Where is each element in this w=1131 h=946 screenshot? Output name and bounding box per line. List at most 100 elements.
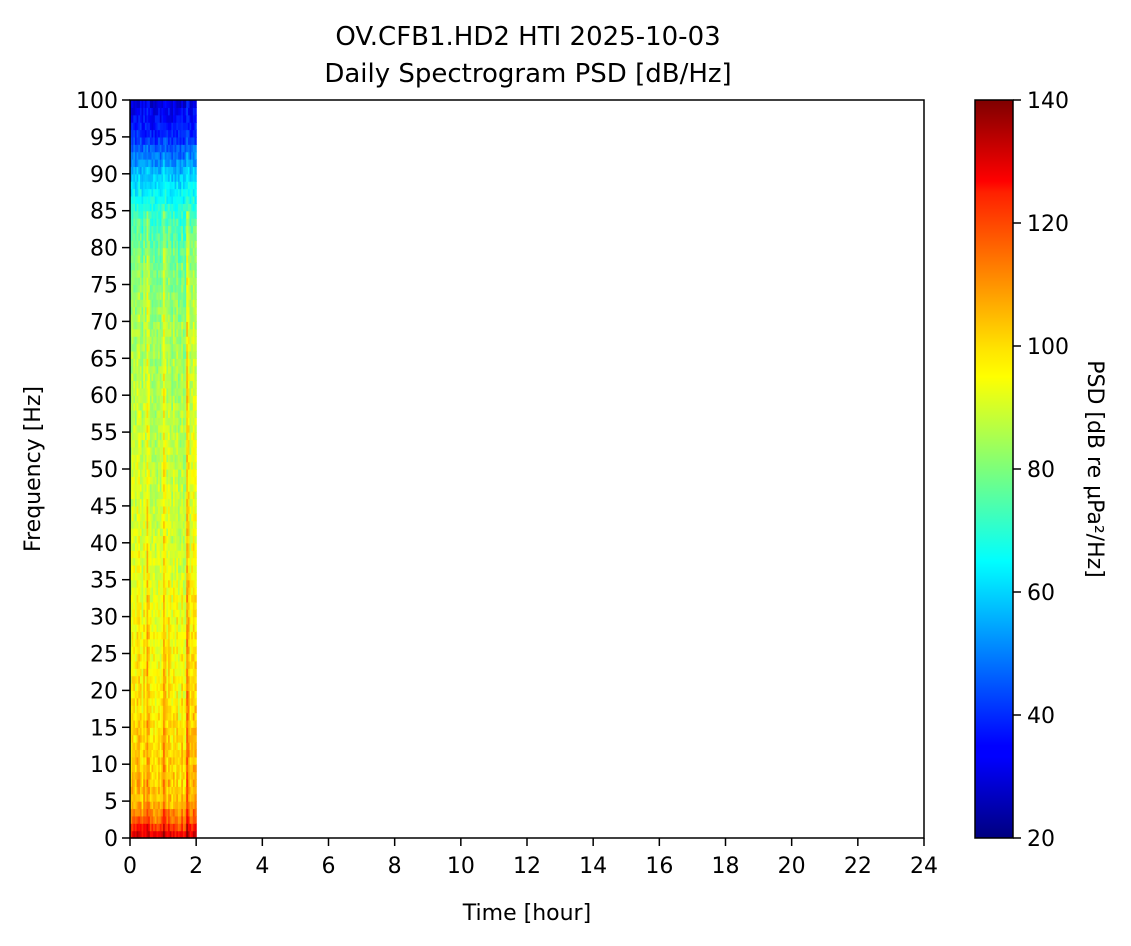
heatmap-cell: [179, 262, 182, 271]
heatmap-cell: [187, 402, 191, 411]
heatmap-cell: [143, 520, 146, 529]
heatmap-cell: [176, 136, 179, 145]
heatmap-cell: [146, 638, 149, 647]
heatmap-cell: [151, 623, 154, 632]
heatmap-cell: [166, 144, 169, 153]
heatmap-cell: [159, 395, 163, 404]
heatmap-cell: [189, 225, 192, 234]
heatmap-cell: [131, 159, 134, 168]
heatmap-cell: [176, 483, 179, 492]
heatmap-cell: [173, 638, 176, 647]
heatmap-cell: [151, 365, 154, 374]
heatmap-cell: [164, 358, 167, 367]
heatmap-cell: [166, 771, 169, 780]
heatmap-cell: [174, 446, 177, 455]
heatmap-cell: [177, 461, 181, 470]
heatmap-cell: [156, 439, 159, 448]
heatmap-cell: [133, 380, 136, 389]
heatmap-cell: [174, 151, 177, 160]
heatmap-cell: [181, 461, 184, 470]
heatmap-cell: [189, 136, 192, 145]
heatmap-cell: [131, 387, 134, 396]
heatmap-cell: [138, 454, 141, 463]
heatmap-cell: [184, 638, 187, 647]
heatmap-cell: [168, 712, 171, 721]
heatmap-cell: [130, 173, 133, 182]
heatmap-cell: [187, 631, 191, 640]
heatmap-cell: [184, 218, 187, 227]
heatmap-cell: [149, 446, 153, 455]
heatmap-cell: [141, 623, 144, 632]
heatmap-cell: [141, 749, 144, 758]
heatmap-cell: [131, 114, 134, 123]
heatmap-cell: [144, 823, 148, 832]
heatmap-cell: [187, 749, 191, 758]
heatmap-cell: [143, 498, 146, 507]
heatmap-cell: [169, 579, 172, 588]
heatmap-cell: [151, 801, 154, 810]
heatmap-cell: [148, 151, 151, 160]
heatmap-cell: [144, 277, 148, 286]
heatmap-cell: [173, 291, 176, 300]
heatmap-cell: [177, 269, 181, 278]
heatmap-cell: [153, 365, 156, 374]
heatmap-cell: [138, 114, 141, 123]
heatmap-cell: [130, 587, 133, 596]
heatmap-cell: [144, 756, 148, 765]
heatmap-cell: [179, 107, 182, 116]
heatmap-cell: [187, 579, 191, 588]
heatmap-cell: [139, 690, 143, 699]
heatmap-cell: [139, 712, 143, 721]
heatmap-cell: [182, 358, 186, 367]
heatmap-cell: [177, 395, 181, 404]
heatmap-cell: [163, 476, 166, 485]
heatmap-cell: [191, 328, 194, 337]
heatmap-cell: [184, 483, 187, 492]
heatmap-cell: [163, 491, 166, 500]
heatmap-cell: [181, 756, 184, 765]
heatmap-cell: [154, 823, 158, 832]
heatmap-cell: [159, 690, 163, 699]
heatmap-cell: [191, 623, 194, 632]
heatmap-cell: [184, 601, 187, 610]
heatmap-cell: [139, 786, 143, 795]
heatmap-cell: [187, 225, 191, 234]
heatmap-cell: [171, 446, 174, 455]
heatmap-cell: [153, 749, 156, 758]
heatmap-cell: [144, 306, 148, 315]
heatmap-cell: [151, 653, 154, 662]
heatmap-cell: [130, 520, 133, 529]
heatmap-cell: [139, 159, 143, 168]
heatmap-cell: [176, 254, 179, 263]
heatmap-cell: [192, 638, 196, 647]
heatmap-cell: [159, 358, 163, 367]
heatmap-cell: [149, 498, 153, 507]
heatmap-cell: [179, 240, 182, 249]
heatmap-cell: [136, 314, 139, 322]
heatmap-cell: [153, 439, 156, 448]
heatmap-cell: [149, 815, 153, 824]
heatmap-cell: [143, 638, 146, 647]
heatmap-cell: [136, 218, 139, 227]
heatmap-cell: [133, 638, 136, 647]
heatmap-cell: [138, 136, 141, 145]
heatmap-cell: [171, 815, 174, 824]
heatmap-cell: [171, 786, 174, 795]
heatmap-cell: [158, 144, 161, 153]
heatmap-cell: [169, 469, 172, 477]
heatmap-cell: [138, 705, 141, 714]
heatmap-cell: [148, 203, 151, 212]
heatmap-cell: [133, 114, 136, 123]
heatmap-cell: [141, 195, 144, 204]
heatmap-cell: [176, 668, 179, 677]
heatmap-cell: [171, 601, 174, 610]
heatmap-cell: [194, 808, 197, 817]
heatmap-cell: [130, 830, 133, 839]
y-tick-label: 60: [90, 384, 118, 409]
heatmap-cell: [161, 513, 164, 522]
heatmap-cell: [186, 100, 189, 108]
heatmap-cell: [139, 299, 143, 308]
heatmap-cell: [189, 498, 192, 507]
heatmap-cell: [173, 594, 176, 603]
heatmap-cell: [148, 454, 151, 463]
